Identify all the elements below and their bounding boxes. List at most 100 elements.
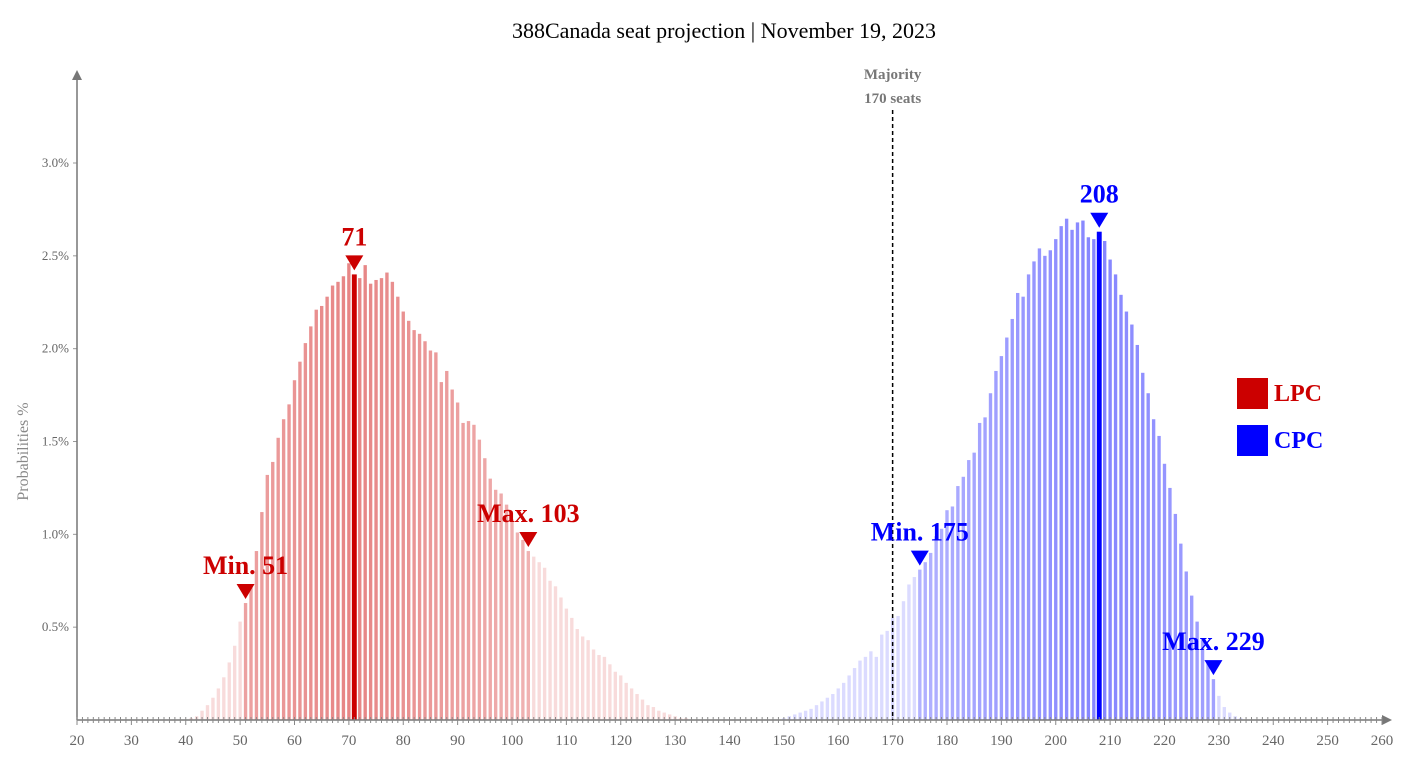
bar-cpc — [1151, 419, 1156, 720]
bar-cpc — [1130, 324, 1134, 720]
bar-lpc — [629, 688, 634, 720]
bar-lpc — [657, 710, 661, 720]
bar-lpc — [423, 341, 427, 720]
bar-lpc — [417, 333, 422, 720]
bar-lpc — [504, 504, 509, 720]
bar-cpc — [880, 634, 884, 720]
bar-cpc — [1211, 679, 1216, 720]
bar-lpc — [651, 707, 656, 720]
bar-cpc — [1113, 274, 1118, 720]
bar-lpc — [586, 640, 590, 720]
bar-lpc — [281, 419, 286, 720]
majority-seats-label: 170 seats — [864, 91, 921, 107]
bar-lpc — [439, 382, 443, 720]
bar-cpc — [972, 452, 976, 720]
bar-lpc — [575, 629, 579, 720]
bar-lpc — [271, 461, 275, 720]
x-tick-label: 230 — [1208, 733, 1231, 749]
bar-cpc — [1184, 571, 1188, 720]
bar-cpc — [863, 656, 868, 720]
bar-cpc — [1179, 543, 1183, 720]
bar-lpc — [303, 343, 308, 720]
bar-cpc — [939, 528, 944, 720]
cpc-min-marker — [910, 550, 929, 566]
bar-lpc — [351, 274, 357, 720]
bar-cpc — [1026, 274, 1031, 720]
bar-cpc — [1086, 237, 1091, 720]
bar-lpc — [336, 281, 340, 720]
cpc-max-label: Max. 229 — [1162, 627, 1265, 656]
bar-cpc — [1010, 318, 1014, 720]
bar-lpc — [461, 422, 465, 720]
bar-cpc — [1168, 487, 1172, 720]
bar-cpc — [1124, 311, 1129, 720]
bar-lpc — [368, 283, 373, 720]
bar-lpc — [379, 278, 384, 720]
cpc-median-marker — [1090, 212, 1109, 228]
x-axis-arrow — [1382, 715, 1392, 725]
x-tick-label: 190 — [990, 733, 1013, 749]
bar-lpc — [385, 272, 389, 720]
bar-lpc — [292, 380, 297, 720]
bar-cpc — [923, 562, 927, 720]
x-tick-label: 90 — [450, 733, 465, 749]
bar-lpc — [635, 694, 639, 720]
bar-cpc — [934, 536, 938, 720]
bar-lpc — [581, 636, 585, 720]
bar-lpc — [553, 586, 558, 720]
bar-lpc — [363, 265, 367, 720]
bar-lpc — [358, 278, 362, 720]
bar-lpc — [249, 584, 253, 720]
bar-cpc — [901, 601, 906, 720]
bar-lpc — [205, 705, 210, 720]
bar-cpc — [852, 668, 857, 720]
bar-cpc — [945, 510, 949, 720]
bar-lpc — [602, 656, 607, 720]
bar-lpc — [483, 458, 487, 720]
bar-cpc — [1141, 372, 1145, 720]
bar-lpc — [374, 279, 378, 720]
bar-lpc — [412, 330, 416, 720]
bar-cpc — [999, 356, 1004, 720]
bar-cpc — [988, 393, 993, 720]
bar-lpc — [314, 309, 318, 720]
legend-label-cpc: CPC — [1274, 428, 1323, 454]
bar-lpc — [597, 655, 601, 720]
bar-cpc — [1217, 695, 1221, 720]
lpc-max-marker — [519, 532, 538, 548]
x-tick-label: 180 — [936, 733, 959, 749]
bar-lpc — [407, 320, 411, 720]
cpc-median-label: 208 — [1080, 180, 1119, 209]
bar-lpc — [390, 281, 395, 720]
lpc-median-marker — [345, 255, 364, 271]
x-tick-label: 110 — [555, 733, 577, 749]
x-tick-label: 240 — [1262, 733, 1285, 749]
legend: LPC CPC — [1237, 378, 1323, 456]
x-tick-label: 260 — [1371, 733, 1394, 749]
bar-lpc — [472, 424, 476, 720]
bar-cpc — [896, 616, 900, 720]
bar-lpc — [243, 603, 248, 720]
bar-lpc — [260, 512, 264, 720]
bar-lpc — [564, 608, 569, 720]
x-tick-label: 140 — [718, 733, 741, 749]
bar-cpc — [907, 584, 911, 720]
bar-lpc — [341, 276, 346, 720]
bar-cpc — [1200, 640, 1205, 720]
bar-lpc — [216, 688, 221, 720]
bar-cpc — [820, 701, 824, 720]
bar-lpc — [537, 562, 541, 720]
bar-cpc — [1108, 259, 1112, 720]
cpc-max-marker — [1204, 660, 1223, 676]
lpc-median-label: 71 — [341, 222, 367, 251]
bar-lpc — [238, 621, 242, 720]
bar-cpc — [1032, 261, 1036, 720]
bar-lpc — [613, 671, 617, 720]
bar-cpc — [1070, 229, 1074, 720]
bar-cpc — [956, 486, 960, 720]
bar-cpc — [961, 476, 965, 720]
x-tick-label: 30 — [124, 733, 139, 749]
bar-lpc — [298, 361, 302, 720]
bar-cpc — [994, 370, 998, 720]
bar-cpc — [858, 660, 862, 720]
